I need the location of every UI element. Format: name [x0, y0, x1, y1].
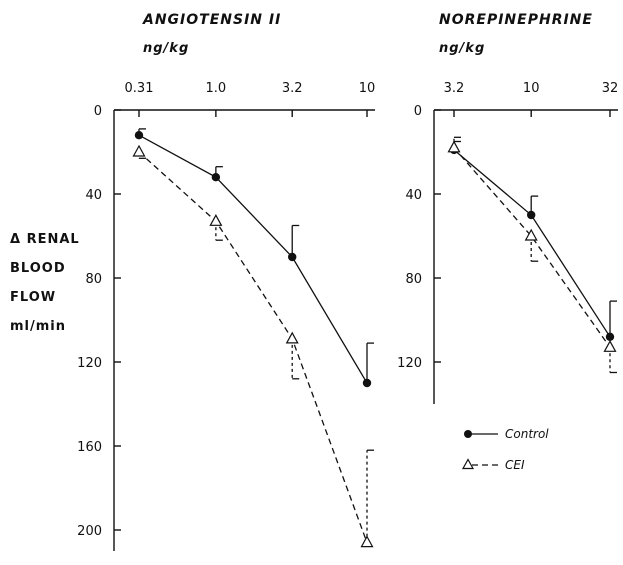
- ang-x-tick-label: 10: [359, 81, 376, 96]
- ang-y-tick-label: 80: [85, 272, 102, 287]
- ne-y-tick-label: 120: [397, 356, 422, 371]
- angiotensin-title: ANGIOTENSIN II: [142, 12, 281, 28]
- ang-y-tick-label: 40: [85, 188, 102, 203]
- legend-control-label: Control: [505, 427, 549, 441]
- ylabel-line-4: ml/min: [10, 319, 66, 334]
- ne-cei-line: [453, 147, 611, 348]
- ang-cei-point: [360, 535, 374, 548]
- ang-control-line: [138, 134, 368, 384]
- ne-cei-point: [603, 340, 617, 352]
- ang-cei-point: [132, 144, 146, 157]
- ang-control-point: [288, 252, 297, 262]
- legend: Control CEI: [461, 427, 549, 472]
- legend-control-marker: [464, 430, 472, 438]
- ang-control-point: [134, 131, 144, 140]
- ang-cei-point: [285, 331, 299, 344]
- ang-cei-point: [209, 214, 223, 226]
- ne-control-line: [453, 149, 611, 338]
- ne-cei-point: [447, 140, 461, 153]
- ang-y-tick-label: 0: [94, 104, 102, 119]
- ne-control-point: [605, 332, 615, 341]
- ne-y-tick-label: 80: [405, 272, 422, 287]
- ang-x-tick-label: 1.0: [206, 81, 227, 96]
- ylabel-line-3: FLOW: [10, 290, 56, 305]
- legend-cei-label: CEI: [505, 458, 525, 472]
- panel-norepinephrine: NOREPINEPHRINE ng/kg 0 40 80 120 3.2 10 32: [397, 12, 618, 404]
- ang-x-tick-label: 3.2: [282, 81, 303, 96]
- norepinephrine-title: NOREPINEPHRINE: [439, 12, 593, 28]
- ne-y-tick-label: 40: [405, 188, 422, 203]
- ne-cei-point: [524, 228, 538, 241]
- ang-x-tick-label: 0.31: [125, 81, 154, 96]
- ne-control-point: [526, 210, 536, 220]
- legend-cei-marker: [461, 458, 475, 470]
- ang-cei-line: [138, 151, 368, 543]
- ang-y-tick-label: 200: [77, 524, 102, 539]
- panel-angiotensin: ANGIOTENSIN II ng/kg Δ RENAL BLOOD FLOW …: [10, 12, 375, 551]
- ang-y-tick-label: 160: [77, 440, 102, 455]
- ang-control-point: [362, 378, 372, 388]
- ne-x-tick-label: 10: [523, 81, 540, 96]
- norepinephrine-unit: ng/kg: [439, 41, 485, 56]
- ang-y-tick-label: 120: [77, 356, 102, 371]
- ne-x-tick-label: 32: [602, 81, 619, 96]
- ylabel-line-2: BLOOD: [10, 261, 66, 276]
- ylabel-line-1: Δ RENAL: [10, 232, 80, 247]
- angiotensin-unit: ng/kg: [143, 41, 189, 56]
- ang-control-point: [211, 173, 221, 182]
- ne-y-tick-label: 0: [414, 104, 422, 119]
- ne-x-tick-label: 3.2: [444, 81, 465, 96]
